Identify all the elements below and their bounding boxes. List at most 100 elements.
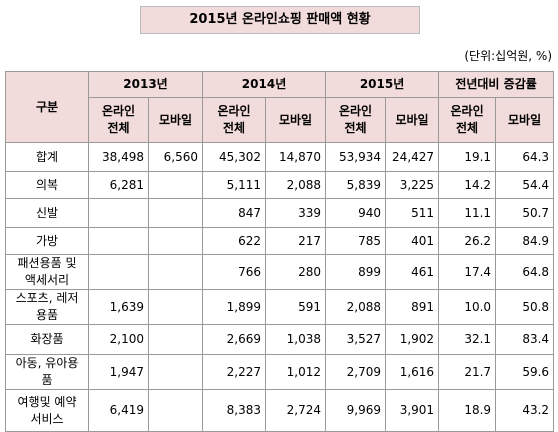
empty-cell	[147, 324, 204, 355]
cell: 50.8	[495, 289, 555, 325]
cell: 84.9	[495, 227, 555, 255]
cell: 339	[265, 198, 327, 228]
cell: 766	[202, 254, 267, 290]
cell: 2,724	[265, 389, 327, 432]
cell: 26.2	[438, 227, 497, 255]
cell: 3,901	[385, 389, 440, 432]
subheader: 모바일	[147, 97, 204, 143]
data-row: 합계 38,498 6,560 45,302 14,870 53,934 24,427 19.…	[5, 142, 555, 172]
empty-cell	[147, 254, 204, 290]
group-header: 2015년	[325, 71, 440, 98]
cell: 2,088	[265, 171, 327, 199]
cell: 280	[265, 254, 327, 290]
empty-cell	[147, 198, 204, 228]
cell: 21.7	[438, 354, 497, 390]
row-label: 가방	[5, 227, 89, 255]
cell: 2,088	[325, 289, 387, 325]
row-label: 패션용품 및 액세서리	[5, 254, 89, 290]
title: 2015년 온라인쇼핑 판매액 현황	[140, 6, 420, 34]
cell: 2,227	[202, 354, 267, 390]
empty-cell	[147, 389, 204, 432]
empty-cell	[147, 227, 204, 255]
row-label: 스포츠, 레저 용품	[5, 289, 89, 325]
data-row: 여행및 예약 서비스 6,419 8,383 2,724 9,969 3,901 18.9 4…	[5, 389, 555, 432]
cell: 2,100	[88, 324, 149, 355]
cell: 940	[325, 198, 387, 228]
cell: 8,383	[202, 389, 267, 432]
cell: 6,419	[88, 389, 149, 432]
cell: 83.4	[495, 324, 555, 355]
group-header: 전년대비 증감률	[438, 71, 555, 98]
data-row: 가방 622 217 785 401 26.2 84.9	[5, 227, 555, 255]
empty-cell	[147, 171, 204, 199]
subheader: 모바일	[495, 97, 555, 143]
cell: 891	[385, 289, 440, 325]
row-label: 합계	[5, 142, 89, 172]
cell: 785	[325, 227, 387, 255]
data-row: 스포츠, 레저 용품 1,639 1,899 591 2,088 891 10.0 50.8	[5, 289, 555, 325]
cell: 19.1	[438, 142, 497, 172]
cell: 461	[385, 254, 440, 290]
data-row: 의복 6,281 5,111 2,088 5,839 3,225 14.2 54.4	[5, 171, 555, 199]
cell: 24,427	[385, 142, 440, 172]
cell: 54.4	[495, 171, 555, 199]
cell: 1,639	[88, 289, 149, 325]
cell: 10.0	[438, 289, 497, 325]
cell: 1,902	[385, 324, 440, 355]
subheader: 온라인 전체	[88, 97, 149, 143]
data-row: 아동, 유아용 품 1,947 2,227 1,012 2,709 1,616 21.7 59…	[5, 354, 555, 390]
row-label: 의복	[5, 171, 89, 199]
data-row: 신발 847 339 940 511 11.1 50.7	[5, 198, 555, 228]
group-header: 2013년	[87, 71, 204, 98]
cell: 5,111	[202, 171, 267, 199]
cell: 2,709	[325, 354, 387, 390]
row-label: 화장품	[5, 324, 89, 355]
header-row: 구분 2013년 2014년 2015년 전년대비 증감률	[5, 71, 555, 143]
cell: 511	[385, 198, 440, 228]
cell: 6,281	[88, 171, 149, 199]
subheader: 온라인 전체	[325, 97, 387, 143]
cell: 14.2	[438, 171, 497, 199]
empty-cell	[147, 289, 204, 325]
cell: 1,038	[265, 324, 327, 355]
cell: 217	[265, 227, 327, 255]
subheader: 모바일	[265, 97, 327, 143]
data-row: 패션용품 및 액세서리 766 280 899 461 17.4 64.8	[5, 254, 555, 290]
cell: 38,498	[88, 142, 149, 172]
cell: 32.1	[438, 324, 497, 355]
cell: 9,969	[325, 389, 387, 432]
cell: 59.6	[495, 354, 555, 390]
cell: 847	[202, 198, 267, 228]
empty-cell	[88, 254, 149, 290]
cell: 1,616	[385, 354, 440, 390]
row-label: 여행및 예약 서비스	[5, 389, 89, 432]
empty-cell	[88, 227, 149, 255]
group-header: 2014년	[202, 71, 327, 98]
subheader: 온라인 전체	[438, 97, 497, 143]
unit-note: (단위:십억원, %)	[464, 49, 552, 63]
subheader: 모바일	[385, 97, 440, 143]
cell: 50.7	[495, 198, 555, 228]
cell: 591	[265, 289, 327, 325]
cell: 64.8	[495, 254, 555, 290]
cell: 53,934	[325, 142, 387, 172]
subheader: 온라인 전체	[202, 97, 267, 143]
cell: 899	[325, 254, 387, 290]
cell: 43.2	[495, 389, 555, 432]
sales-table: 구분 2013년 2014년 2015년 전년대비 증감률 온라인 전체 모바일 온라인 전체…	[5, 71, 555, 432]
cell: 11.1	[438, 198, 497, 228]
row-label: 아동, 유아용 품	[5, 354, 89, 390]
cell: 622	[202, 227, 267, 255]
empty-cell	[147, 354, 204, 390]
cell: 1,012	[265, 354, 327, 390]
cell: 2,669	[202, 324, 267, 355]
cell: 401	[385, 227, 440, 255]
cell: 1,899	[202, 289, 267, 325]
cell: 17.4	[438, 254, 497, 290]
cell: 5,839	[325, 171, 387, 199]
cell: 14,870	[265, 142, 327, 172]
cell: 3,225	[385, 171, 440, 199]
cell: 6,560	[147, 142, 204, 172]
cell: 1,947	[88, 354, 149, 390]
